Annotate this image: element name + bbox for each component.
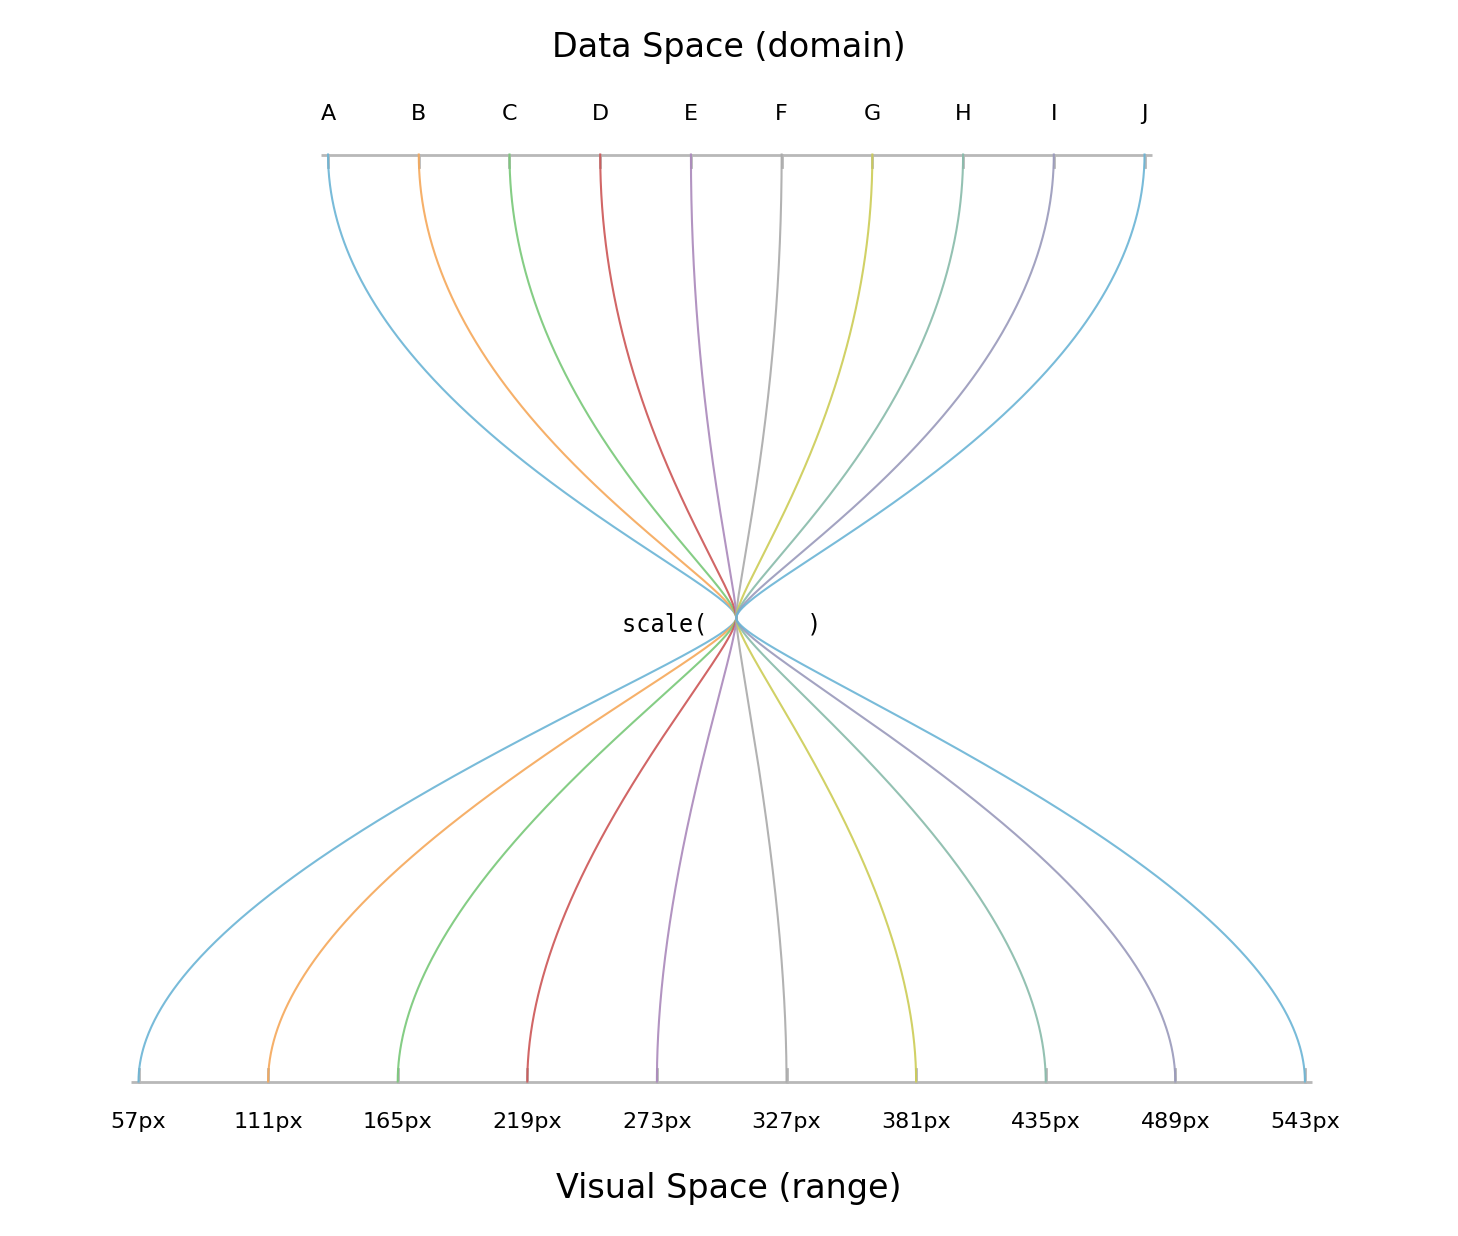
Text: G: G bbox=[863, 104, 881, 124]
Text: 327px: 327px bbox=[752, 1112, 821, 1132]
Text: A: A bbox=[321, 104, 335, 124]
Text: 111px: 111px bbox=[233, 1112, 303, 1132]
Text: 543px: 543px bbox=[1270, 1112, 1340, 1132]
Text: Visual Space (range): Visual Space (range) bbox=[557, 1172, 901, 1205]
Text: H: H bbox=[955, 104, 971, 124]
Text: I: I bbox=[1051, 104, 1057, 124]
Text: 57px: 57px bbox=[111, 1112, 166, 1132]
Text: E: E bbox=[684, 104, 698, 124]
Text: scale(       ): scale( ) bbox=[623, 612, 821, 637]
Text: J: J bbox=[1142, 104, 1147, 124]
Text: C: C bbox=[502, 104, 518, 124]
Text: 219px: 219px bbox=[493, 1112, 563, 1132]
Text: 489px: 489px bbox=[1140, 1112, 1210, 1132]
Text: B: B bbox=[411, 104, 426, 124]
Text: 435px: 435px bbox=[1010, 1112, 1080, 1132]
Text: F: F bbox=[776, 104, 787, 124]
Text: Data Space (domain): Data Space (domain) bbox=[553, 31, 905, 64]
Text: D: D bbox=[592, 104, 609, 124]
Text: 273px: 273px bbox=[623, 1112, 691, 1132]
Text: 165px: 165px bbox=[363, 1112, 433, 1132]
Text: 381px: 381px bbox=[881, 1112, 951, 1132]
